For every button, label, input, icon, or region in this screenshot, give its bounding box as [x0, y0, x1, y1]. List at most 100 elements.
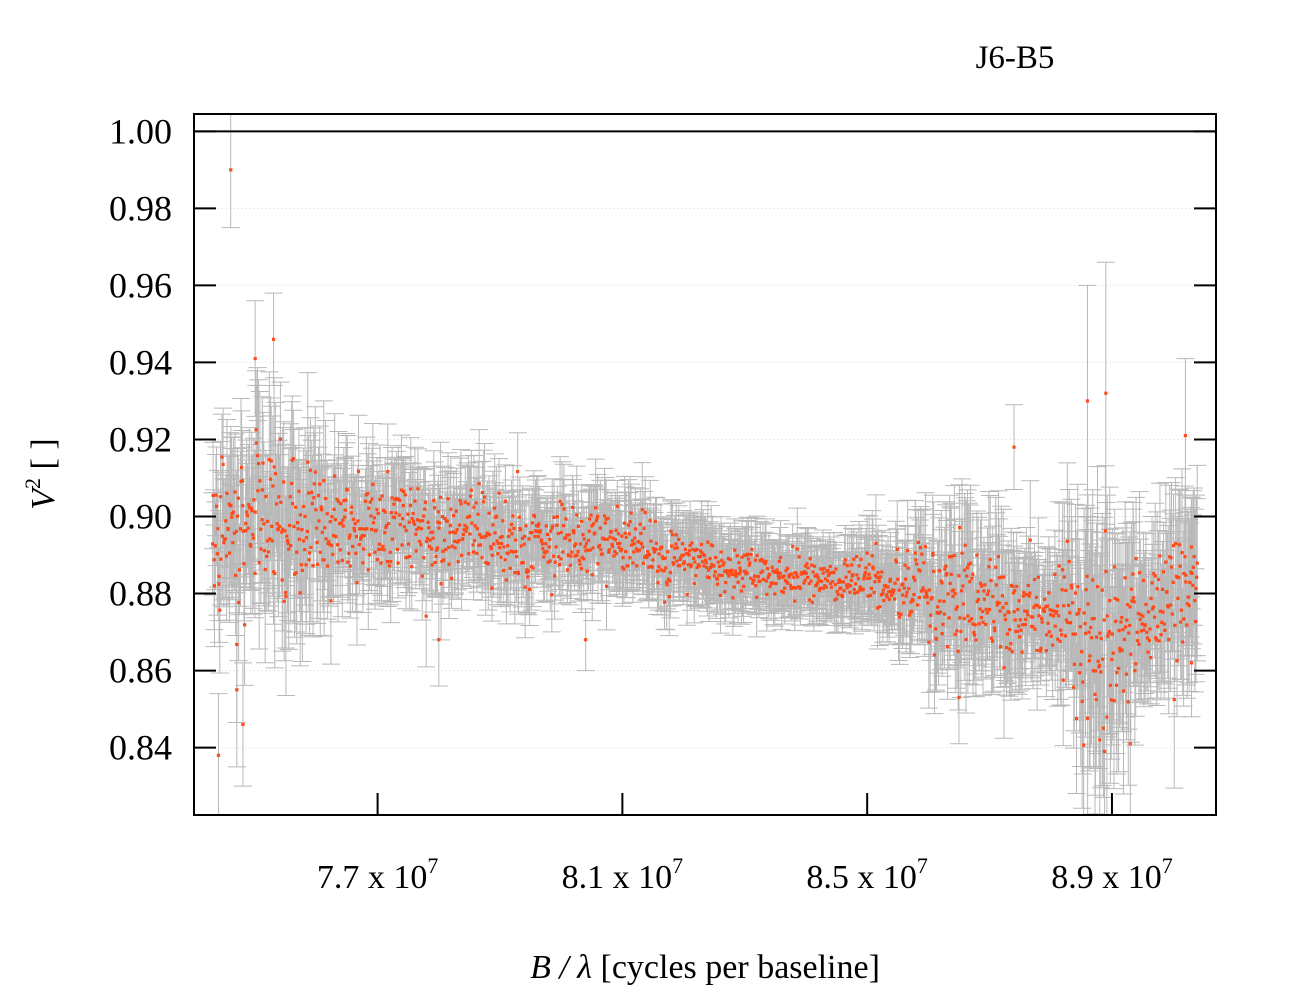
data-point — [366, 491, 370, 496]
data-point — [268, 537, 272, 541]
data-point — [486, 562, 490, 566]
data-point — [454, 509, 458, 513]
data-point — [440, 559, 444, 563]
data-point — [319, 505, 323, 509]
data-point — [247, 503, 251, 507]
data-point — [449, 576, 454, 580]
data-point — [346, 560, 350, 564]
data-point — [328, 520, 332, 524]
data-point — [295, 550, 299, 554]
data-point — [241, 529, 245, 533]
data-point — [413, 499, 417, 503]
data-point — [468, 494, 473, 498]
data-point — [339, 521, 343, 525]
data-point — [262, 549, 267, 553]
data-point — [315, 526, 319, 530]
data-point — [425, 536, 429, 540]
data-point — [217, 582, 221, 586]
data-point — [251, 536, 255, 540]
data-point — [336, 499, 341, 504]
data-point — [462, 528, 466, 532]
data-point — [438, 521, 442, 525]
data-point — [386, 469, 390, 474]
data-point — [356, 469, 361, 474]
data-point — [265, 519, 269, 523]
data-point — [265, 539, 270, 543]
data-point — [353, 521, 357, 526]
data-point — [351, 544, 355, 549]
data-point — [434, 554, 438, 559]
data-point — [461, 532, 465, 536]
data-point — [455, 528, 459, 532]
data-point — [240, 479, 244, 483]
data-point — [296, 527, 300, 531]
data-point — [277, 524, 282, 529]
data-point — [264, 495, 268, 499]
data-point — [347, 551, 351, 556]
data-point — [360, 534, 364, 538]
data-point — [426, 520, 430, 524]
data-point — [439, 582, 443, 586]
data-point — [374, 528, 378, 532]
data-point — [485, 531, 489, 535]
data-point — [234, 529, 239, 534]
data-point — [253, 571, 257, 575]
data-point — [251, 532, 255, 537]
data-point — [457, 523, 462, 527]
data-point — [283, 529, 287, 533]
data-point — [290, 458, 294, 462]
data-point — [467, 552, 471, 556]
data-point — [493, 506, 497, 510]
data-point — [466, 502, 470, 506]
data-point — [400, 543, 404, 547]
data-point — [253, 510, 257, 514]
data-point — [484, 533, 489, 538]
data-point — [423, 500, 428, 504]
data-point — [343, 515, 347, 519]
data-point — [451, 530, 455, 534]
data-point — [415, 527, 419, 532]
data-point — [309, 545, 313, 549]
data-point — [298, 591, 302, 595]
data-point — [312, 482, 316, 486]
data-point — [422, 514, 426, 518]
data-point — [243, 529, 248, 533]
data-point — [495, 539, 499, 543]
data-point — [370, 497, 374, 501]
data-point — [363, 527, 367, 531]
data-point — [475, 551, 479, 556]
data-point — [477, 482, 481, 486]
data-point — [489, 547, 493, 551]
data-point — [377, 542, 382, 546]
data-point — [458, 499, 462, 503]
data-point — [300, 568, 304, 572]
data-point — [362, 547, 366, 551]
data-point — [222, 541, 226, 545]
data-point — [432, 498, 436, 503]
data-point — [280, 578, 284, 582]
data-point — [306, 491, 311, 495]
data-point — [484, 561, 488, 565]
data-point — [254, 428, 258, 432]
data-point — [456, 560, 460, 564]
data-point — [212, 558, 216, 562]
data-point — [410, 516, 414, 521]
data-point — [232, 531, 237, 535]
data-point — [316, 493, 321, 498]
data-point — [260, 488, 264, 492]
data-point — [414, 532, 418, 536]
data-point — [471, 543, 475, 547]
data-point — [286, 541, 290, 546]
data-point — [291, 457, 295, 461]
data-point — [236, 496, 240, 500]
data-point — [482, 495, 487, 499]
data-point — [351, 517, 355, 521]
data-point — [433, 560, 437, 565]
data-point — [287, 547, 291, 551]
data-point — [267, 457, 271, 462]
data-point — [414, 549, 418, 553]
data-point — [395, 496, 399, 500]
data-point — [305, 529, 310, 534]
data-point — [227, 551, 232, 555]
